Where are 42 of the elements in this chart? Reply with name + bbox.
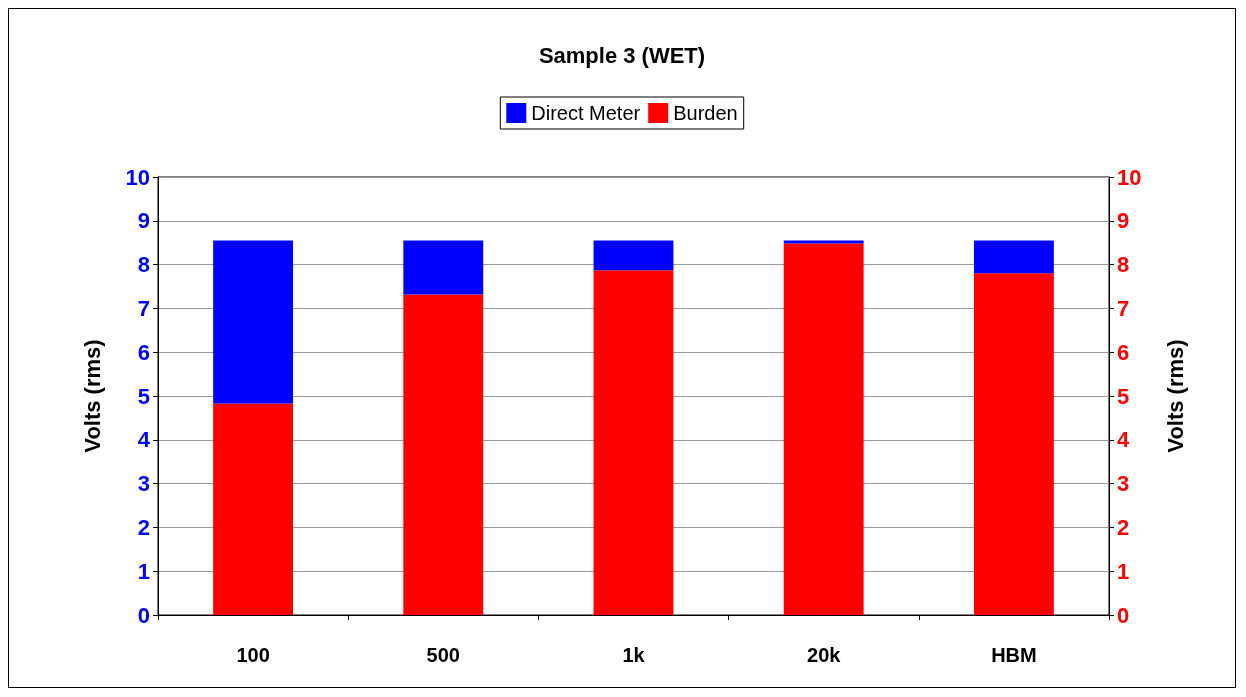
y-tick-label: 6 [137, 339, 150, 365]
y2-tick-label: 3 [1117, 471, 1130, 497]
y-tick-label: 3 [137, 471, 150, 497]
bar [783, 243, 864, 615]
y2-tick-label: 9 [1117, 208, 1130, 234]
y-tick-label: 4 [137, 427, 151, 453]
y-tick-label: 5 [137, 383, 150, 409]
y-tick-label: 2 [137, 514, 150, 540]
x-tick-label: HBM [991, 644, 1037, 666]
bar [403, 294, 484, 615]
y-axis-title: Volts (rms) [79, 339, 105, 453]
y2-tick-label: 10 [1117, 164, 1142, 190]
bar [593, 240, 674, 271]
bar [213, 240, 294, 404]
y2-tick-label: 5 [1117, 383, 1130, 409]
bar [973, 240, 1054, 274]
chart-title: Sample 3 (WET) [538, 42, 706, 68]
bar [213, 403, 294, 615]
y-tick-label: 8 [137, 252, 150, 278]
y2-tick-label: 4 [1117, 427, 1130, 453]
y-tick-label: 9 [137, 208, 150, 234]
y2-tick-label: 1 [1117, 558, 1130, 584]
y2-tick-label: 8 [1117, 252, 1130, 278]
x-tick-label: 500 [426, 644, 460, 666]
y-tick-label: 10 [125, 164, 150, 190]
legend-label: Direct Meter [531, 102, 641, 124]
bar [403, 240, 484, 295]
y-tick-label: 1 [137, 558, 150, 584]
y-tick-label: 7 [137, 295, 150, 321]
y2-tick-label: 7 [1117, 295, 1130, 321]
bar [593, 270, 674, 615]
legend-label: Burden [673, 102, 738, 124]
x-tick-label: 20k [807, 644, 842, 666]
y2-tick-label: 6 [1117, 339, 1130, 365]
y2-tick-label: 0 [1117, 602, 1130, 628]
y2-tick-label: 2 [1117, 514, 1130, 540]
x-tick-label: 1k [622, 644, 646, 666]
bar [783, 240, 864, 244]
y-tick-label: 0 [137, 602, 150, 628]
y2-axis-title: Volts (rms) [1162, 339, 1188, 453]
bar [973, 273, 1054, 615]
x-tick-label: 100 [236, 644, 270, 666]
